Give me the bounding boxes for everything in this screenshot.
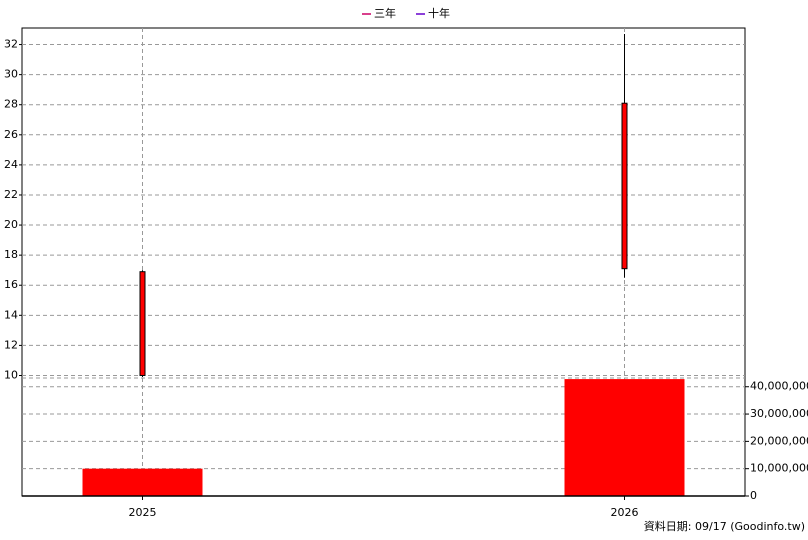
- y-tick-label: 26: [4, 128, 18, 141]
- y2-tick-label: 40,000,000: [750, 380, 808, 393]
- candle-body: [139, 271, 146, 376]
- x-tick-label: 2026: [611, 506, 639, 519]
- y-tick-label: 10: [4, 368, 18, 381]
- legend-label: 十年: [428, 6, 450, 20]
- y-tick-label: 18: [4, 248, 18, 261]
- y2-tick-label: 20,000,000: [750, 434, 808, 447]
- y-tick-label: 12: [4, 338, 18, 351]
- legend-label: 三年: [374, 6, 396, 20]
- y-tick-label: 24: [4, 158, 18, 171]
- y2-tick-label: 30,000,000: [750, 407, 808, 420]
- y2-tick-label: 0: [750, 489, 757, 502]
- candle-body: [621, 102, 628, 270]
- y-tick-label: 28: [4, 98, 18, 111]
- y-tick-label: 22: [4, 188, 18, 201]
- volume-bar: [82, 468, 203, 496]
- source-note: 資料日期: 09/17 (Goodinfo.tw): [644, 519, 805, 533]
- x-tick-label: 2025: [129, 506, 157, 519]
- y-tick-label: 30: [4, 68, 18, 81]
- y-tick-label: 20: [4, 218, 18, 231]
- volume-bar: [564, 379, 685, 496]
- y-tick-label: 14: [4, 308, 18, 321]
- y2-tick-label: 10,000,000: [750, 462, 808, 475]
- y-tick-label: 32: [4, 38, 18, 51]
- y-tick-label: 16: [4, 278, 18, 291]
